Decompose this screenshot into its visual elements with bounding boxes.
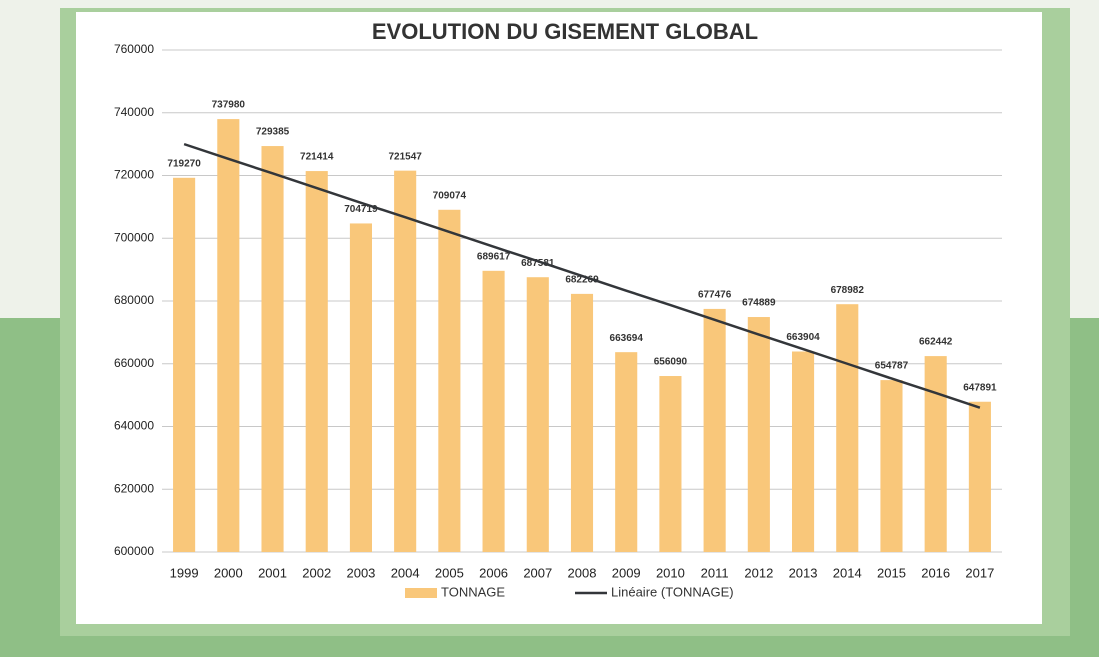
x-tick-label: 2005 [435,565,464,580]
bar [394,170,417,552]
data-label: 678982 [831,285,865,296]
data-label: 647891 [963,382,997,393]
legend-label: Linéaire (TONNAGE) [611,584,734,599]
bar [261,146,284,552]
y-tick-label: 620000 [114,481,154,495]
y-tick-label: 680000 [114,293,154,307]
bar [570,293,594,552]
x-tick-label: 2011 [701,565,729,580]
x-tick-label: 2010 [656,565,685,580]
y-tick-label: 640000 [114,419,154,433]
x-tick-label: 2001 [258,565,287,580]
x-tick-label: 2002 [302,565,331,580]
data-label: 689617 [477,251,511,262]
data-label: 687581 [521,258,555,269]
chart-title: EVOLUTION DU GISEMENT GLOBAL [372,19,758,44]
x-tick-label: 2012 [744,565,773,580]
data-label: 704719 [344,204,378,215]
bar [173,177,196,552]
x-tick-label: 2000 [214,565,243,580]
data-label: 677476 [698,290,732,301]
data-label: 737980 [212,100,246,111]
x-tick-label: 2006 [479,565,508,580]
x-tick-label: 2013 [789,565,818,580]
bar [792,351,815,552]
data-label: 663904 [786,332,820,343]
x-tick-label: 2007 [523,565,552,580]
bar [747,317,770,552]
legend-swatch [405,588,437,598]
x-tick-label: 2016 [921,565,950,580]
x-tick-label: 2004 [391,565,420,580]
y-tick-label: 600000 [114,544,154,558]
x-tick-label: 2017 [965,565,994,580]
data-label: 656090 [654,357,688,368]
y-tick-label: 660000 [114,356,154,370]
data-label: 719270 [167,158,201,169]
bar [659,376,682,552]
bar [305,171,328,552]
legend-label: TONNAGE [441,584,505,599]
x-tick-label: 2003 [346,565,375,580]
x-tick-label: 2015 [877,565,906,580]
data-label: 709074 [433,190,467,201]
data-label: 663694 [610,333,644,344]
data-label: 721547 [388,151,422,162]
data-label: 674889 [742,298,776,309]
x-tick-label: 2008 [568,565,597,580]
y-tick-label: 740000 [114,105,154,119]
y-tick-label: 700000 [114,230,154,244]
data-label: 682269 [565,275,599,286]
x-tick-label: 2009 [612,565,641,580]
bar [968,401,991,552]
bar [703,308,726,552]
bar [836,304,859,552]
x-tick-label: 1999 [170,565,199,580]
bar [482,270,505,552]
data-label: 654787 [875,361,909,372]
bar [924,356,947,552]
data-label: 721414 [300,152,334,163]
data-label: 662442 [919,337,953,348]
bar [526,277,549,552]
trend-line [183,142,981,409]
x-tick-label: 2014 [833,565,862,580]
y-tick-label: 720000 [114,168,154,182]
y-tick-label: 760000 [114,42,154,56]
data-label: 729385 [256,127,290,138]
bar [349,223,372,552]
bar [438,209,461,552]
bar [615,352,638,552]
bar [880,380,903,552]
bar [217,119,240,552]
